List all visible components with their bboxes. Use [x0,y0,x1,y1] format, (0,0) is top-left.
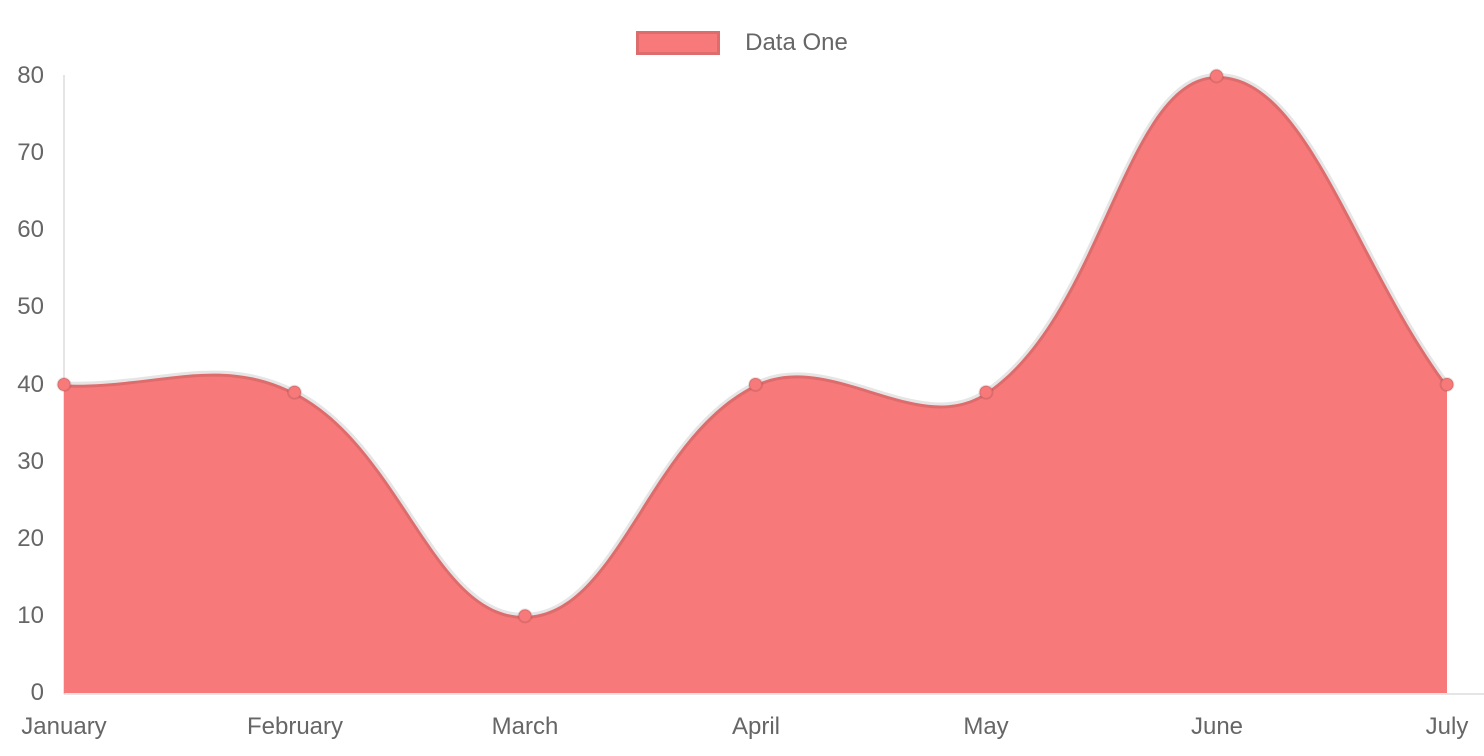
data-point-july[interactable] [1439,377,1455,392]
x-tick-label: July [1425,713,1469,740]
y-tick-label: 10 [17,602,44,629]
area-fill [64,75,1447,693]
data-point-march[interactable] [517,608,533,624]
data-point-may[interactable] [978,384,994,400]
legend-label: Data One [745,29,848,56]
y-tick-label: 30 [17,448,44,475]
x-tick-label: May [963,713,1009,740]
data-point-april[interactable] [748,377,763,392]
x-tick-label: April [731,713,780,740]
x-tick-label: March [491,713,559,740]
y-tick-label: 40 [17,371,44,398]
data-point-february[interactable] [287,384,302,400]
y-tick-label: 50 [17,293,44,320]
data-point-june[interactable] [1209,68,1224,84]
x-tick-label: February [246,713,344,740]
y-tick-label: 0 [30,679,44,706]
series-layer [61,72,1450,693]
y-tick-label: 70 [17,139,44,166]
y-tick-label: 80 [17,62,44,89]
data-point-january[interactable] [56,377,72,392]
y-tick-label: 60 [17,216,44,243]
points-layer [56,68,1455,624]
x-tick-label: January [21,713,107,740]
y-tick-label: 20 [17,525,44,552]
x-tick-label: June [1190,713,1244,740]
series-line [61,72,1450,619]
legend-item-data-one[interactable]: Data One [636,31,848,55]
legend: Data One [0,31,1484,55]
legend-swatch [636,31,721,55]
